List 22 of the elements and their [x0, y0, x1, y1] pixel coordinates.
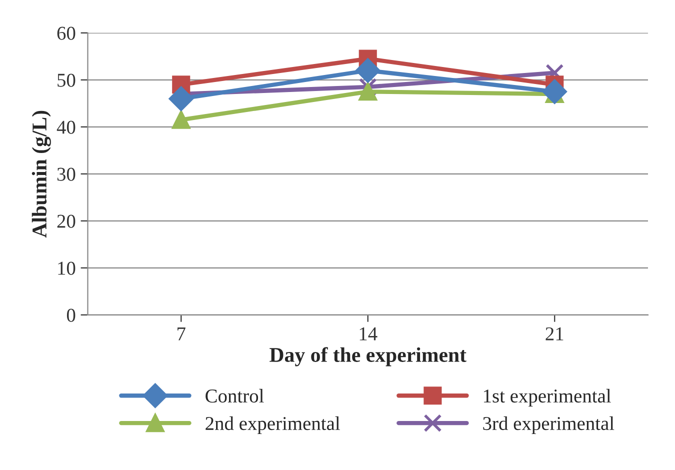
legend-label: Control — [206, 388, 264, 403]
point — [358, 82, 377, 101]
y-tick-label: 50 — [58, 74, 76, 87]
legend-label: 2nd experimental — [206, 416, 340, 434]
point — [168, 86, 194, 111]
y-tick-label: 10 — [58, 262, 76, 275]
y-tick-label: 20 — [57, 214, 76, 228]
point — [172, 110, 190, 129]
x-axis-title: Day of the experiment — [270, 347, 466, 366]
y-tick-label: 30 — [57, 168, 76, 181]
point — [542, 79, 567, 104]
point — [356, 58, 380, 83]
legend-label: 1st experimental — [484, 388, 611, 407]
y-tick-label: 60 — [57, 26, 76, 40]
x-tick-label: 14 — [360, 327, 378, 340]
x-tick-label: 7 — [178, 327, 186, 340]
y-tick-label: 40 — [56, 120, 76, 134]
point — [358, 78, 377, 96]
x-tick-label: 21 — [546, 327, 564, 340]
y-axis-title: Albumin (g/L) — [32, 110, 51, 238]
legend-label: 3rd experimental — [483, 416, 614, 434]
y-tick-label: 0 — [66, 308, 76, 322]
